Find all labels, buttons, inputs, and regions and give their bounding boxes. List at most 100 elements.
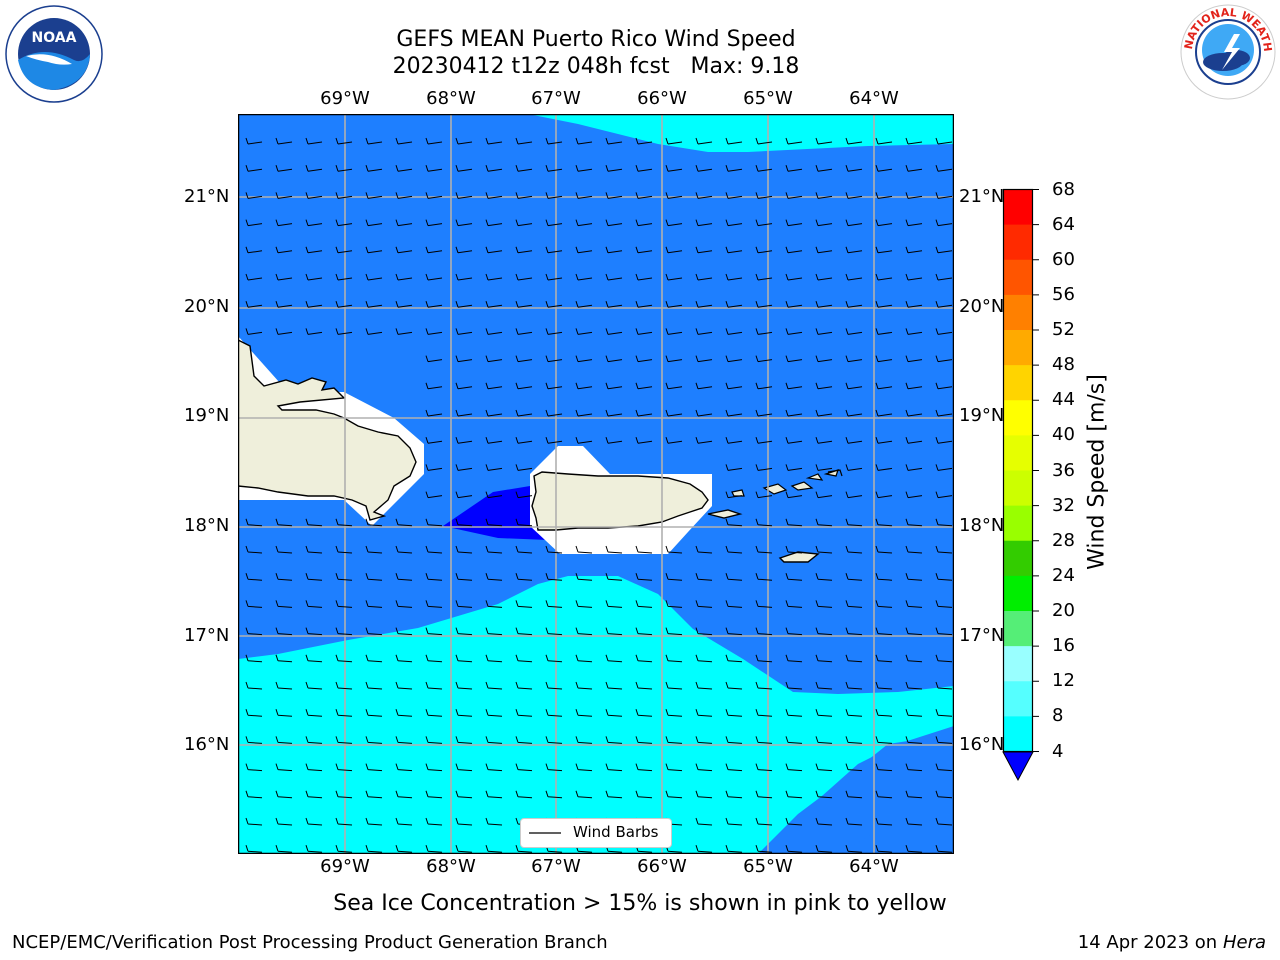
wind-barb	[905, 790, 923, 799]
wind-barb	[815, 763, 833, 772]
wind-barb	[935, 736, 953, 744]
wind-barb	[605, 654, 623, 663]
wind-barb	[365, 301, 383, 308]
wind-barb	[515, 545, 533, 554]
wind-barb	[815, 627, 833, 636]
wind-barb	[485, 518, 503, 527]
wind-barb	[275, 709, 293, 717]
colorbar-band	[1003, 189, 1033, 226]
wind-barb	[335, 790, 353, 799]
wind-barb	[785, 790, 803, 799]
wind-barb	[725, 328, 743, 335]
wind-barb	[455, 192, 473, 199]
wind-barb	[245, 137, 263, 145]
wind-barb	[605, 709, 623, 717]
colorbar-band	[1003, 575, 1033, 612]
wind-barb	[875, 709, 893, 717]
wind-barb	[485, 464, 503, 471]
wind-barb	[275, 763, 293, 772]
wind-barb	[605, 763, 623, 772]
wind-barb	[275, 192, 293, 199]
wind-barb	[305, 192, 323, 199]
wind-barb	[485, 192, 503, 199]
wind-barb	[425, 437, 443, 444]
wind-barb	[395, 328, 413, 335]
wind-barb	[605, 437, 623, 444]
wind-barb	[845, 491, 863, 499]
wind-barb	[515, 709, 533, 717]
wind-barb	[725, 790, 743, 799]
wind-barb	[845, 165, 863, 172]
wind-barb	[605, 573, 623, 581]
wind-barb	[575, 301, 593, 308]
wind-barb	[845, 137, 863, 145]
wind-barb	[875, 518, 893, 527]
chart-title-line2: 20230412 t12z 048h fcst Max: 9.18	[392, 54, 800, 79]
wind-barb	[545, 192, 563, 199]
wind-barb	[905, 709, 923, 717]
colorbar-band	[1003, 400, 1033, 436]
wind-barb	[305, 845, 323, 853]
wind-barb	[845, 736, 863, 744]
wind-barb	[875, 355, 893, 363]
wind-barb	[785, 437, 803, 444]
wind-barb	[665, 573, 683, 581]
wind-barb	[605, 545, 623, 554]
wind-barb	[785, 681, 803, 690]
wind-barb	[335, 736, 353, 744]
wind-barb	[455, 137, 473, 145]
wind-barb	[545, 790, 563, 799]
wind-barb	[305, 301, 323, 308]
wind-barb	[755, 681, 773, 690]
wind-barb	[455, 491, 473, 499]
wind-barb	[335, 518, 353, 527]
wind-barb	[755, 817, 773, 826]
wind-barb	[245, 763, 263, 772]
wind-barb	[425, 409, 443, 417]
wind-barb	[305, 763, 323, 772]
colorbar-band	[1003, 294, 1033, 331]
wind-barb	[905, 246, 923, 254]
wind-barb	[725, 382, 743, 390]
wind-barb	[785, 518, 803, 527]
colorbar	[1000, 186, 1040, 786]
wind-barb	[515, 763, 533, 772]
wind-barb	[845, 573, 863, 581]
lon-label-bottom-64w: 64°W	[849, 856, 899, 877]
wind-barb	[755, 518, 773, 527]
colorbar-tick-label: 36	[1052, 459, 1075, 481]
colorbar-band	[1003, 330, 1033, 366]
wind-barb	[365, 627, 383, 636]
wind-barb	[515, 328, 533, 335]
wind-barb	[815, 654, 833, 663]
wind-barb	[875, 273, 893, 281]
wind-barb	[665, 301, 683, 308]
wind-barb	[815, 192, 833, 199]
wind-barb	[425, 192, 443, 199]
wind-barb	[905, 763, 923, 772]
lat-label-left-21n: 21°N	[184, 186, 230, 207]
wind-barb	[575, 273, 593, 281]
wind-barb	[395, 192, 413, 199]
wind-barb	[395, 219, 413, 227]
wind-barb	[695, 301, 713, 308]
colorbar-graphic	[1002, 188, 1039, 782]
wind-barb	[515, 246, 533, 254]
wind-barb	[875, 328, 893, 335]
wind-barb	[455, 518, 473, 527]
wind-barb	[455, 464, 473, 471]
wind-barb	[725, 192, 743, 199]
wind-barb	[755, 137, 773, 145]
wind-barb	[785, 627, 803, 636]
colorbar-band	[1003, 224, 1033, 261]
map-frame	[237, 113, 955, 855]
wind-barb	[485, 137, 503, 145]
wind-barb	[935, 382, 953, 390]
wind-barb	[605, 137, 623, 145]
wind-barb	[275, 273, 293, 281]
wind-barb	[395, 790, 413, 799]
wind-barb	[785, 573, 803, 581]
wind-barb	[485, 301, 503, 308]
wind-barb	[515, 301, 533, 308]
wind-barb	[455, 328, 473, 335]
